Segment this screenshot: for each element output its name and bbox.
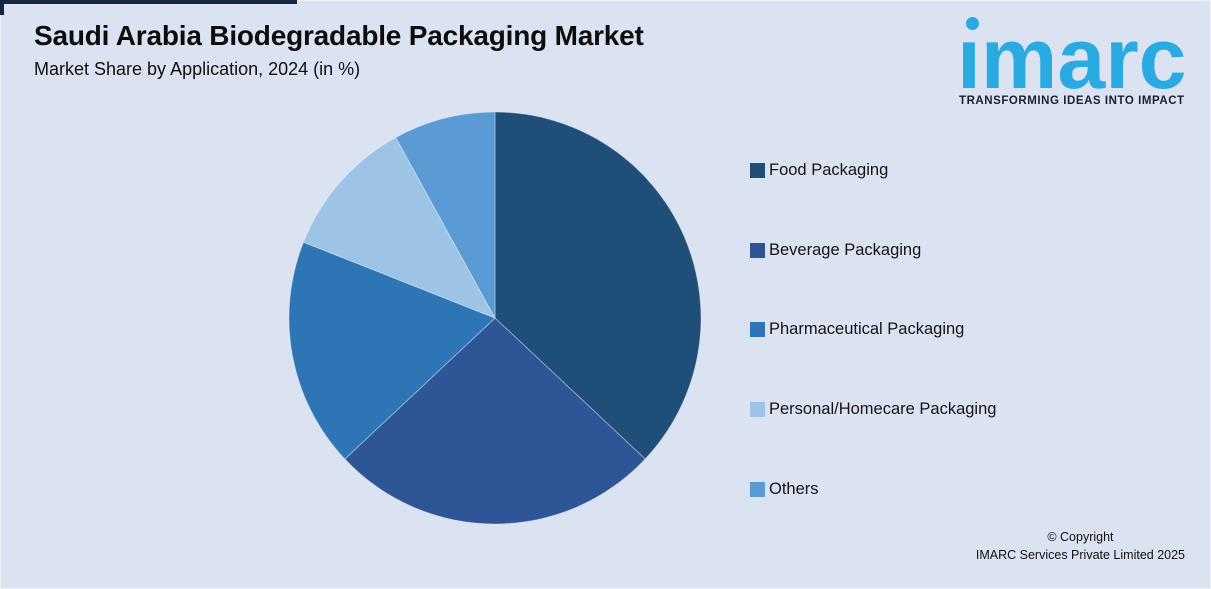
copyright-notice: © Copyright IMARC Services Private Limit… — [976, 528, 1185, 564]
pie-slice-food-packaging — [494, 111, 702, 460]
legend-label: Personal/Homecare Packaging — [769, 400, 997, 418]
legend-item-pharmaceutical-packaging: Pharmaceutical Packaging — [750, 320, 964, 339]
imarc-logo: ımarc TRANSFORMING IDEAS INTO IMPACT — [957, 6, 1189, 110]
pie-chart — [288, 111, 702, 525]
legend-swatch-icon — [750, 162, 765, 178]
legend-label: Pharmaceutical Packaging — [769, 320, 965, 338]
imarc-logo-dot-icon — [966, 17, 979, 30]
imarc-tagline: TRANSFORMING IDEAS INTO IMPACT — [959, 95, 1185, 107]
copyright-line1: © Copyright — [1047, 530, 1114, 544]
legend-item-others: Others — [750, 480, 819, 499]
pie-slice-beverage-packaging — [344, 317, 646, 525]
copyright-line2: IMARC Services Private Limited 2025 — [975, 548, 1185, 562]
pie-slice-personal-homecare-packaging — [302, 136, 497, 319]
pie-slice-others — [395, 111, 496, 319]
imarc-wordmark: ımarc — [957, 11, 1187, 107]
legend-swatch-icon — [750, 321, 765, 337]
legend-item-personal-homecare-packaging: Personal/Homecare Packaging — [750, 400, 996, 419]
legend-label: Food Packaging — [769, 161, 889, 179]
legend-label: Beverage Packaging — [769, 241, 922, 259]
legend-item-beverage-packaging: Beverage Packaging — [750, 241, 921, 260]
page-title: Saudi Arabia Biodegradable Packaging Mar… — [34, 20, 644, 51]
legend-swatch-icon — [750, 401, 765, 417]
page-subtitle: Market Share by Application, 2024 (in %) — [34, 59, 361, 79]
corner-accent-top — [0, 0, 297, 4]
legend-label: Others — [769, 480, 819, 498]
corner-accent-left — [0, 0, 4, 15]
pie-svg — [288, 111, 702, 525]
legend-swatch-icon — [750, 242, 765, 258]
legend-swatch-icon — [750, 481, 765, 497]
legend-item-food-packaging: Food Packaging — [750, 161, 888, 180]
pie-slice-pharmaceutical-packaging — [288, 241, 496, 460]
